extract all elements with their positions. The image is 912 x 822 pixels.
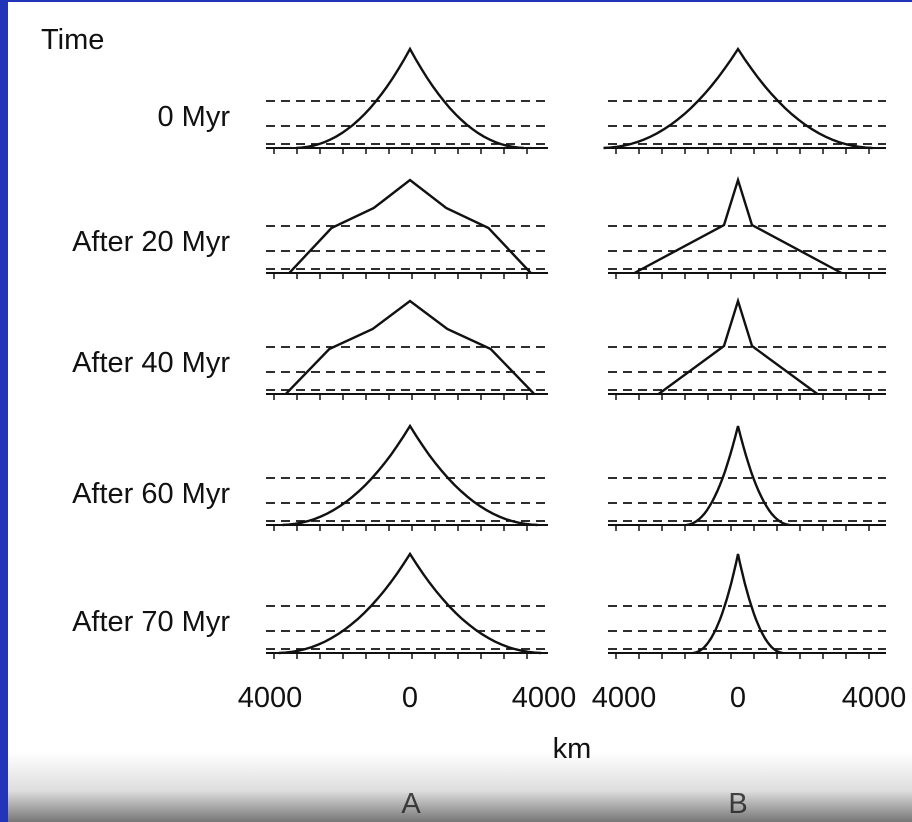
ice-profile-b — [633, 175, 843, 275]
row-label: 0 Myr — [158, 101, 231, 133]
a-tick-left: 4000 — [238, 682, 303, 714]
a-tick-center: 0 — [402, 682, 418, 714]
ice-profile-b — [692, 553, 784, 655]
panel-label-b: B — [728, 788, 747, 820]
rows: 0 Myr After 20 Myr After 40 Myr After 60 My… — [72, 46, 886, 659]
time-heading: Time — [41, 24, 104, 56]
b-tick-left: 4000 — [592, 682, 657, 714]
row-label: After 40 Myr — [72, 347, 230, 379]
ice-profile-a — [284, 299, 536, 395]
panel-label-a: A — [401, 788, 421, 820]
ice-profile-b — [686, 425, 790, 527]
axis-unit-label: km — [553, 733, 592, 765]
ice-profile-b — [657, 296, 819, 395]
ice-profile-b — [603, 46, 873, 150]
b-tick-center: 0 — [730, 682, 746, 714]
a-tick-right: 4000 — [512, 682, 577, 714]
ice-profile-a — [278, 551, 542, 655]
diagram-frame: Time 0 Myr After 20 Myr After 40 Myr After … — [8, 2, 912, 822]
ice-profile-a — [296, 46, 524, 150]
ice-profile-a — [282, 423, 538, 527]
row-label: After 20 Myr — [72, 226, 230, 258]
row-label: After 70 Myr — [72, 606, 230, 638]
b-tick-right: 4000 — [842, 682, 907, 714]
row-label: After 60 Myr — [72, 478, 230, 510]
ice-sheet-diagram: Time 0 Myr After 20 Myr After 40 Myr After … — [41, 24, 907, 820]
ice-profile-a — [288, 178, 532, 274]
